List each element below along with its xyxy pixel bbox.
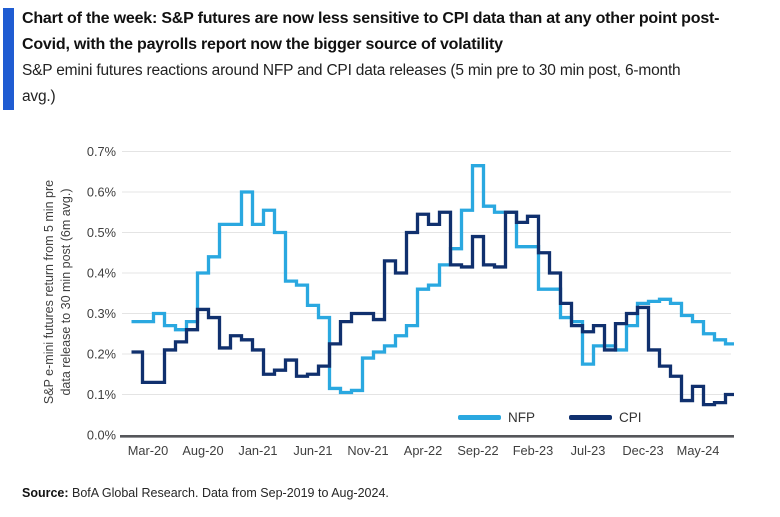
x-tick-label: Mar-20 bbox=[128, 443, 169, 458]
x-tick-label: Feb-23 bbox=[513, 443, 554, 458]
page-title-line1: Chart of the week: S&P futures are now l… bbox=[22, 10, 720, 27]
x-tick-label: Jun-21 bbox=[293, 443, 332, 458]
page-subtitle-line2: avg.) bbox=[22, 88, 56, 105]
x-tick-label: Sep-22 bbox=[457, 443, 498, 458]
page-title-line2: Covid, with the payrolls report now the … bbox=[22, 36, 503, 53]
x-tick-label: Aug-20 bbox=[182, 443, 223, 458]
x-tick-label: Dec-23 bbox=[622, 443, 663, 458]
y-tick-label: 0.6% bbox=[87, 185, 116, 200]
y-tick-label: 0.3% bbox=[87, 306, 116, 321]
source-line: Source: BofA Global Research. Data from … bbox=[22, 486, 389, 500]
y-tick-label: 0.7% bbox=[87, 144, 116, 159]
nfp-legend-swatch bbox=[458, 415, 501, 420]
legend-item-nfp: NFP bbox=[458, 410, 535, 425]
y-tick-label: 0.4% bbox=[87, 266, 116, 281]
cpi-legend-label: CPI bbox=[619, 410, 642, 425]
y-tick-label: 0.5% bbox=[87, 225, 116, 240]
source-label: Source: bbox=[22, 486, 69, 500]
nfp-line bbox=[131, 164, 734, 395]
x-tick-label: May-24 bbox=[677, 443, 720, 458]
page-subtitle: S&P emini futures reactions around NFP a… bbox=[22, 58, 774, 110]
x-tick-label: Jan-21 bbox=[238, 443, 277, 458]
nfp-legend-label: NFP bbox=[508, 410, 535, 425]
x-tick-label: Apr-22 bbox=[404, 443, 442, 458]
x-tick-label: Nov-21 bbox=[347, 443, 388, 458]
page-title: Chart of the week: S&P futures are now l… bbox=[22, 6, 774, 58]
y-tick-label: 0.0% bbox=[87, 428, 116, 443]
cpi-line bbox=[131, 210, 734, 407]
y-tick-label: 0.2% bbox=[87, 347, 116, 362]
chart-legend: NFP CPI bbox=[458, 410, 676, 425]
cpi-legend-swatch bbox=[569, 415, 612, 420]
page-subtitle-line1: S&P emini futures reactions around NFP a… bbox=[22, 62, 681, 79]
source-text: BofA Global Research. Data from Sep-2019… bbox=[68, 486, 389, 500]
title-accent-bar bbox=[3, 8, 14, 110]
x-tick-label: Jul-23 bbox=[571, 443, 606, 458]
y-tick-label: 0.1% bbox=[87, 387, 116, 402]
legend-item-cpi: CPI bbox=[569, 410, 642, 425]
